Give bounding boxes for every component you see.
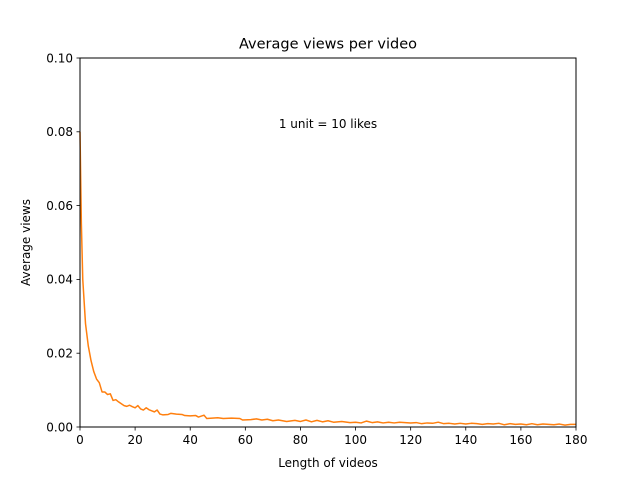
x-tick-label: 20 <box>127 433 142 447</box>
x-tick-label: 140 <box>454 433 477 447</box>
y-axis: 0.00 0.02 0.04 0.06 0.08 0.10 <box>46 51 80 434</box>
data-layer <box>79 131 576 426</box>
y-tick-label: 0.02 <box>46 347 73 361</box>
x-axis: 0 20 40 60 80 100 120 140 160 180 <box>76 427 587 447</box>
y-axis-label: Average views <box>19 199 33 286</box>
x-tick-label: 80 <box>293 433 308 447</box>
x-axis-label: Length of videos <box>278 456 378 470</box>
y-tick-label: 0.06 <box>46 199 73 213</box>
x-tick-label: 100 <box>344 433 367 447</box>
y-tick-label: 0.10 <box>46 51 73 65</box>
x-tick-label: 40 <box>183 433 198 447</box>
chart-title: Average views per video <box>239 37 417 53</box>
series-line-0 <box>79 131 576 426</box>
x-tick-label: 180 <box>565 433 588 447</box>
y-tick-label: 0.04 <box>46 273 73 287</box>
y-tick-label: 0.08 <box>46 125 73 139</box>
x-tick-label: 160 <box>509 433 532 447</box>
plot-frame <box>79 57 577 428</box>
x-tick-label: 0 <box>76 433 84 447</box>
x-tick-label: 120 <box>399 433 422 447</box>
y-tick-label: 0.00 <box>46 420 73 434</box>
x-tick-label: 60 <box>238 433 253 447</box>
chart-annotation: 1 unit = 10 likes <box>279 117 377 131</box>
